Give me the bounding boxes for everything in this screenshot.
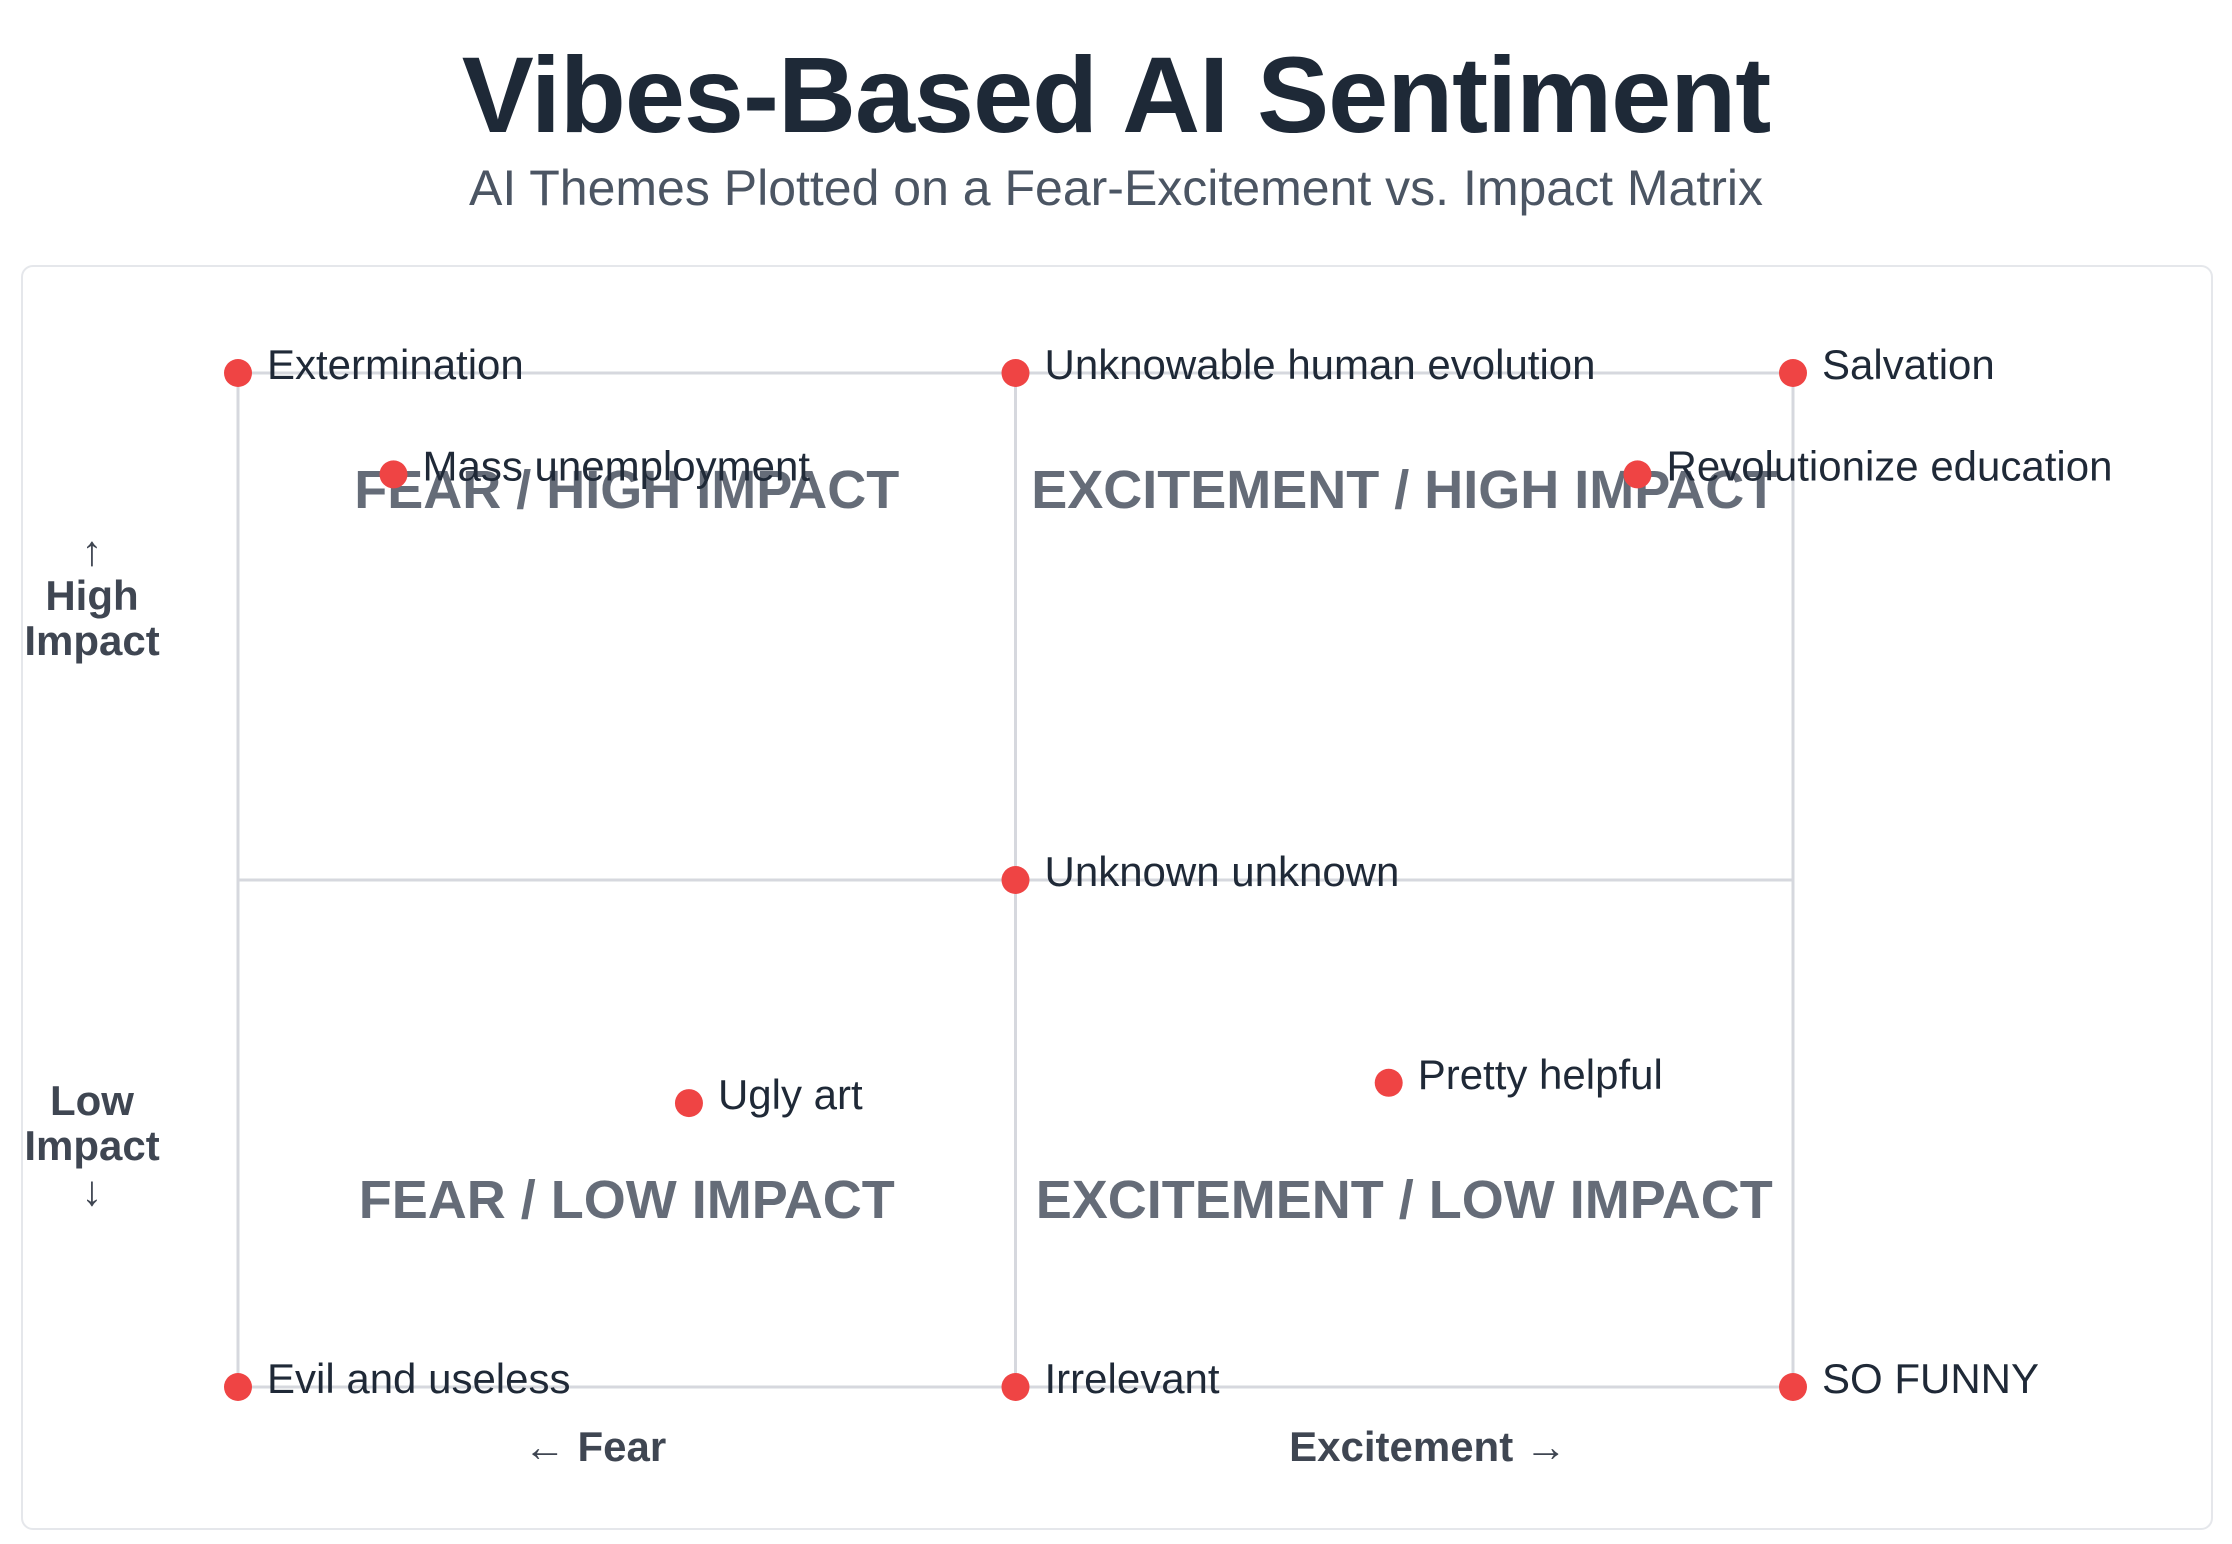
arrow-up-icon: ↑ (81, 527, 103, 574)
point-marker (1779, 359, 1807, 387)
point-marker (1001, 359, 1030, 387)
point-label: Pretty helpful (1418, 1051, 1663, 1098)
y-axis-high-impact-label: ↑ High Impact (16, 528, 168, 663)
low-label-line1: Low (50, 1077, 134, 1124)
point-marker (1001, 1373, 1030, 1401)
point-label: Extermination (267, 341, 524, 388)
point-marker (1779, 1373, 1807, 1401)
data-point: Revolutionize education (1623, 442, 2113, 489)
point-marker (674, 1089, 703, 1118)
point-marker (1623, 460, 1652, 489)
data-point: Extermination (224, 341, 524, 388)
point-label: Unknown unknown (1045, 848, 1400, 895)
point-marker (1374, 1068, 1403, 1097)
quadrant-label-top-right: EXCITEMENT / HIGH IMPACT (1031, 460, 1777, 520)
high-label-line1: High (45, 572, 139, 619)
chart-panel (21, 265, 2213, 1530)
point-marker (379, 460, 408, 489)
point-label: Mass unemployment (423, 442, 811, 489)
point-label: Revolutionize education (1667, 442, 2113, 489)
data-point: Mass unemployment (379, 442, 811, 489)
chart-title: Vibes-Based AI Sentiment (461, 34, 1771, 155)
point-marker (224, 1373, 252, 1401)
low-label-line2: Impact (24, 1122, 160, 1169)
x-axis-excitement-label: Excitement → (1289, 1423, 1567, 1470)
arrow-down-icon: ↓ (81, 1167, 103, 1214)
point-marker (1001, 866, 1030, 894)
data-point: Salvation (1779, 341, 1995, 388)
quadrant-label-bottom-left: FEAR / LOW IMPACT (359, 1170, 895, 1230)
chart-subtitle: AI Themes Plotted on a Fear-Excitement v… (469, 160, 1763, 216)
point-label: Salvation (1822, 341, 1995, 388)
quadrant-label-top-left: FEAR / HIGH IMPACT (354, 460, 899, 520)
point-label: Evil and useless (267, 1355, 571, 1402)
quadrant-label-bottom-right: EXCITEMENT / LOW IMPACT (1036, 1170, 1773, 1230)
x-axis-labels: ← Fear Excitement → (524, 1423, 1567, 1470)
point-marker (224, 359, 252, 387)
data-points: Extermination Unknowable human evolution S… (224, 341, 2112, 1402)
point-label: Irrelevant (1045, 1355, 1220, 1402)
quadrant-labels: FEAR / HIGH IMPACT EXCITEMENT / HIGH IMPA… (354, 460, 1777, 1230)
data-point: Ugly art (674, 1071, 863, 1118)
high-label-line2: Impact (24, 617, 160, 664)
data-point: Irrelevant (1001, 1355, 1220, 1402)
x-axis-fear-label: ← Fear (524, 1423, 666, 1470)
data-point: SO FUNNY (1779, 1355, 2039, 1402)
data-point: Unknowable human evolution (1001, 341, 1596, 388)
data-point: Pretty helpful (1374, 1051, 1663, 1098)
data-point: Evil and useless (224, 1355, 571, 1402)
data-point: Unknown unknown (1001, 848, 1400, 895)
point-label: SO FUNNY (1822, 1355, 2039, 1402)
y-axis-low-impact-label: Low Impact ↓ (16, 1078, 168, 1213)
point-label: Ugly art (718, 1071, 863, 1118)
point-label: Unknowable human evolution (1045, 341, 1596, 388)
